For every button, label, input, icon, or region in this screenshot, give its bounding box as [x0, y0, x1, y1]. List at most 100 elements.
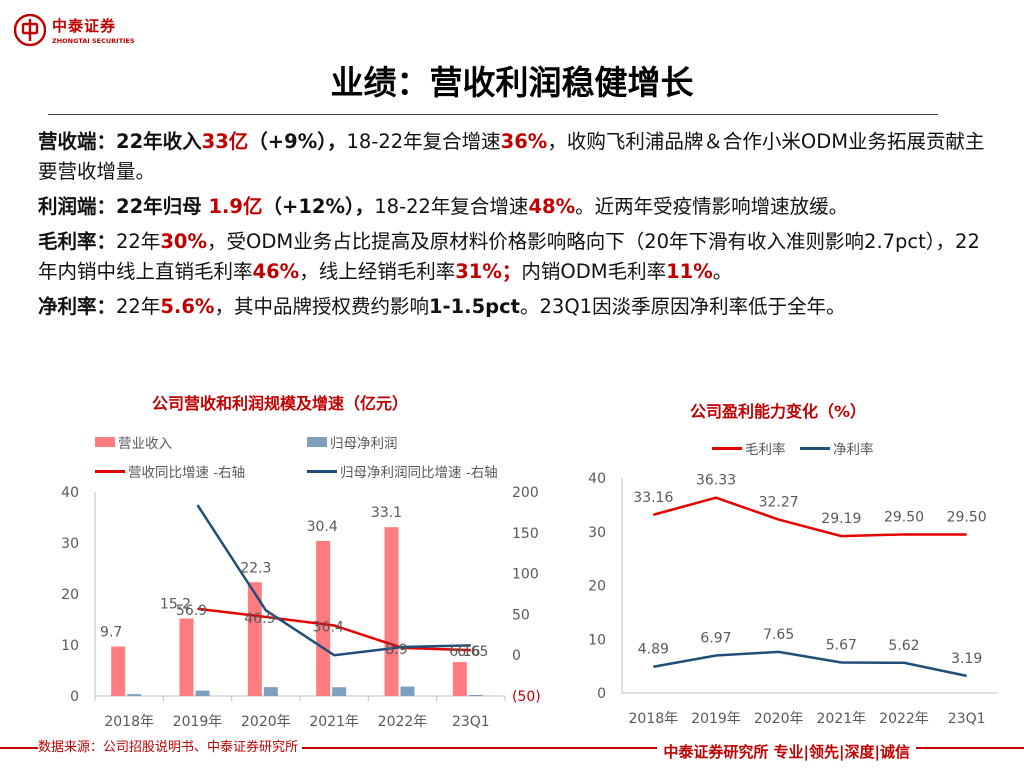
net-text-1: 22年 [116, 295, 161, 318]
y-left-tick-label: 10 [61, 638, 79, 654]
y-right-tick-label: (50) [512, 689, 541, 705]
y-left-tick-label: 30 [61, 536, 79, 552]
data-label-revenue: 9.7 [100, 625, 122, 641]
data-label-revenue: 30.4 [307, 519, 338, 535]
data-label-revenue-growth: 36.4 [313, 619, 344, 635]
revenue-profit-chart: 0 10 20 30 40 (50) 0 50 100 150 200 2018年 2019年 2020年… [61, 485, 541, 730]
footer-divider [0, 747, 1024, 749]
legend-profit-growth: 归母净利润同比增速 -右轴 [307, 461, 498, 481]
gross-margin-paragraph: 毛利率：22年30%，受ODM业务占比提高及原材料价格影响略向下（20年下滑有收… [38, 227, 988, 287]
legend-revenue: 营业收入 [95, 432, 172, 452]
revenue-label: 营收端： [38, 130, 117, 153]
bar-net-profit [195, 690, 210, 696]
revenue-value-1: 33亿 [201, 130, 249, 153]
profit-value-2: 48% [528, 195, 576, 218]
revenue-value-2: 36% [500, 130, 548, 153]
left-chart-title: 公司营收和利润规模及增速（亿元） [152, 394, 409, 413]
legend-label-revenue: 营业收入 [118, 436, 172, 452]
legend-swatch-net-margin [800, 446, 830, 450]
profit-text-4: 。近两年受疫情影响增速放缓。 [575, 195, 849, 218]
right-chart-title: 公司盈利能力变化（%） [690, 402, 867, 421]
x-tick-label: 2022年 [879, 711, 929, 727]
gross-margin-label: 毛利率： [38, 230, 117, 253]
data-label-gross-margin: 36.33 [696, 473, 736, 489]
net-text-2: ，其中品牌授权费约影响 [214, 295, 429, 318]
legend-net-margin: 净利率 [800, 438, 874, 458]
gross-text-3: ，线上经销毛利率 [299, 260, 456, 283]
logo-name-en: ZHONGTAI SECURITIES [52, 37, 135, 45]
gross-value-4: 11% [666, 260, 713, 283]
title-divider [48, 114, 938, 115]
data-label-revenue-growth: 46.9 [244, 611, 275, 627]
gross-text-4: 内销ODM毛利率 [521, 260, 667, 283]
legend-label-gross-margin: 毛利率 [745, 442, 786, 458]
gross-text-1: 22年 [116, 230, 161, 253]
gross-value-1: 30% [160, 230, 208, 253]
bar-revenue [384, 527, 399, 696]
y-right-tick-label: 50 [512, 607, 530, 623]
data-label-gross-margin: 29.19 [821, 511, 861, 527]
bar-revenue [111, 646, 126, 696]
line-net-margin [653, 650, 967, 678]
line-gross-margin [653, 496, 967, 538]
y-right-tick-label: 200 [512, 485, 539, 501]
gross-text-5: 。 [712, 260, 733, 283]
legend-net-profit: 归母净利润 [307, 432, 398, 452]
data-label-net-margin: 7.65 [763, 627, 794, 643]
gross-value-3: 31%； [455, 260, 522, 283]
profit-text-1: 22年归母 [116, 195, 209, 218]
bar-net-profit [127, 694, 142, 696]
profit-label: 利润端： [38, 195, 117, 218]
data-label-revenue-growth: 6.16 [449, 644, 480, 660]
x-tick-label: 2021年 [309, 714, 359, 730]
legend-label-net-profit: 归母净利润 [330, 436, 398, 452]
revenue-text-1: 22年收入 [116, 130, 202, 153]
net-margin-label: 净利率： [38, 295, 117, 318]
data-label-revenue: 6.65 [457, 644, 488, 660]
data-label-revenue-growth: 56.9 [176, 603, 207, 619]
data-label-revenue: 15.2 [160, 596, 191, 612]
gross-text-2: ，受ODM业务占比提高及原材料价格影响略向下（20年下滑有收入准则影响2.7pc… [38, 230, 980, 283]
y-tick-label: 40 [588, 471, 606, 487]
y-tick-label: 0 [597, 686, 606, 702]
bar-revenue [247, 582, 262, 696]
profit-paragraph: 利润端：22年归母 1.9亿（+12%），18-22年复合增速48%。近两年受疫… [38, 192, 988, 222]
net-margin-paragraph: 净利率：22年5.6%，其中品牌授权费约影响1-1.5pct。23Q1因淡季原因… [38, 292, 988, 322]
bar-revenue [179, 618, 194, 696]
revenue-paragraph: 营收端：22年收入33亿（+9%），18-22年复合增速36%，收购飞利浦品牌＆… [38, 127, 988, 187]
data-source: 数据来源：公司招股说明书、中泰证券研究所 [38, 736, 303, 755]
y-right-tick-label: 0 [512, 648, 521, 664]
bar-net-profit [400, 686, 415, 696]
company-logo: 中泰证券 ZHONGTAI SECURITIES [14, 14, 135, 46]
zhongtai-logo-icon [14, 14, 46, 46]
x-tick-label: 2021年 [817, 711, 867, 727]
bar-net-profit [468, 694, 483, 696]
legend-swatch-gross-margin [712, 446, 742, 450]
y-right-tick-label: 100 [512, 567, 539, 583]
x-tick-label: 2018年 [629, 711, 679, 727]
data-label-net-margin: 3.19 [951, 651, 982, 667]
data-label-revenue: 33.1 [371, 505, 402, 521]
legend-label-revenue-growth: 营收同比增速 -右轴 [128, 465, 246, 481]
bar-revenue [452, 662, 467, 696]
legend-label-net-margin: 净利率 [833, 442, 874, 458]
y-tick-label: 10 [588, 632, 606, 648]
logo-name-cn: 中泰证券 [52, 17, 117, 35]
legend-revenue-growth: 营收同比增速 -右轴 [95, 461, 245, 481]
data-label-gross-margin: 32.27 [759, 495, 799, 511]
bar-revenue [316, 540, 331, 696]
revenue-text-4: ，收购飞利浦品牌＆合作小米ODM业务拓展贡献主要营收增量。 [38, 130, 985, 183]
y-right-tick-label: 150 [512, 526, 539, 542]
profit-text-2: （+12%）， [262, 195, 375, 218]
data-label-gross-margin: 29.50 [884, 509, 924, 525]
legend-swatch-net-profit [307, 437, 327, 447]
summary-text: 营收端：22年收入33亿（+9%），18-22年复合增速36%，收购飞利浦品牌＆… [38, 127, 988, 327]
x-tick-label: 2022年 [378, 714, 428, 730]
legend-gross-margin: 毛利率 [712, 438, 786, 458]
profit-value-1: 1.9亿 [208, 195, 263, 218]
net-value-2: 1-1.5pct [428, 295, 520, 318]
footer-brand: 中泰证券研究所 专业|领先|深度|诚信 [657, 741, 916, 762]
data-label-gross-margin: 29.50 [947, 509, 987, 525]
x-tick-label: 23Q1 [452, 714, 490, 730]
legend-swatch-profit-growth [307, 469, 337, 473]
